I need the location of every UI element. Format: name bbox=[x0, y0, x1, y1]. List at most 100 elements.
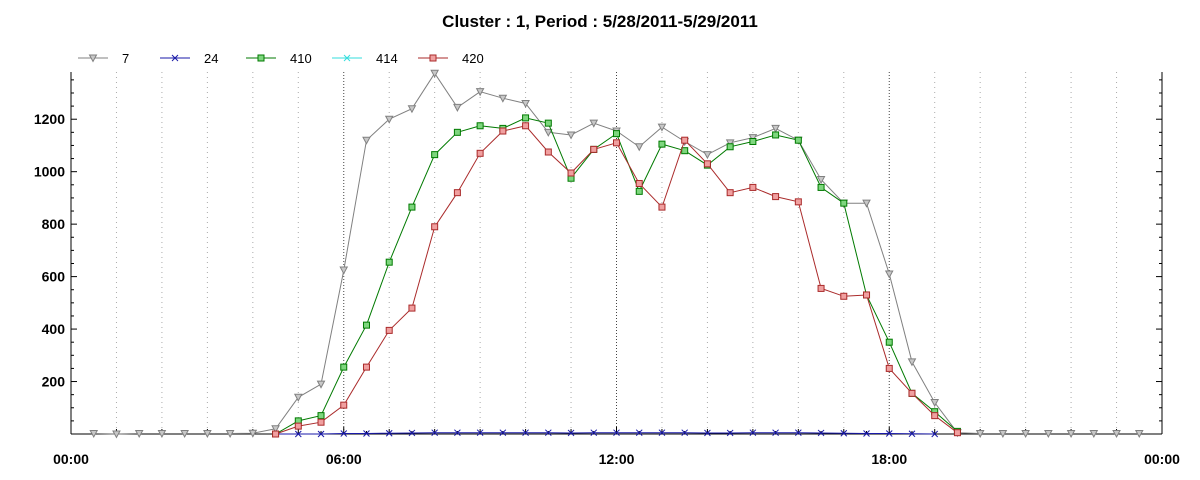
data-point bbox=[589, 119, 599, 128]
data-point bbox=[1134, 429, 1144, 439]
tick-labels: 200 400 600 800 1000 1200 00:00 06:00 12:00 18:00… bbox=[34, 111, 1180, 467]
data-point bbox=[317, 430, 325, 438]
data-point bbox=[634, 143, 644, 152]
data-point bbox=[681, 136, 689, 144]
legend-label: 24 bbox=[204, 51, 218, 66]
data-point bbox=[885, 430, 893, 437]
data-point bbox=[726, 143, 734, 151]
data-point bbox=[748, 134, 758, 143]
data-point bbox=[1066, 429, 1076, 439]
data-point-stroke bbox=[294, 430, 302, 438]
data-point bbox=[840, 292, 848, 300]
data-point bbox=[498, 94, 508, 103]
data-point bbox=[681, 147, 689, 155]
data-point bbox=[566, 131, 576, 140]
data-point-stroke bbox=[817, 429, 825, 437]
series-420 bbox=[272, 122, 961, 438]
data-point bbox=[522, 114, 530, 122]
data-point bbox=[544, 148, 552, 156]
data-point-stroke bbox=[931, 430, 939, 438]
data-point bbox=[590, 429, 598, 437]
data-point bbox=[343, 54, 351, 62]
data-point-stroke bbox=[681, 429, 689, 437]
data-point-stroke bbox=[590, 429, 598, 437]
data-point bbox=[613, 130, 620, 138]
data-point bbox=[89, 429, 99, 439]
data-point-stroke bbox=[408, 429, 416, 437]
x-tick-label: 18:00 bbox=[871, 451, 907, 467]
series-24 bbox=[272, 429, 939, 438]
data-point bbox=[567, 429, 575, 437]
data-point bbox=[726, 429, 734, 437]
data-point bbox=[749, 429, 757, 437]
data-point bbox=[613, 139, 620, 147]
data-point bbox=[521, 99, 530, 109]
data-point bbox=[840, 199, 848, 207]
data-point bbox=[658, 429, 666, 437]
data-point bbox=[431, 429, 439, 437]
legend-label: 414 bbox=[376, 51, 398, 66]
data-point bbox=[272, 430, 280, 438]
y-tick-label: 200 bbox=[42, 374, 66, 390]
data-point-stroke bbox=[476, 429, 484, 437]
data-point-stroke bbox=[567, 429, 575, 437]
data-point bbox=[771, 124, 780, 133]
legend-item-24: 24 bbox=[160, 51, 218, 66]
data-point bbox=[635, 429, 643, 437]
data-point-stroke bbox=[840, 429, 848, 437]
x-tick-label: 00:00 bbox=[1144, 451, 1180, 467]
data-point bbox=[703, 151, 712, 160]
legend-item-7: 7 bbox=[78, 51, 129, 66]
data-point bbox=[862, 199, 871, 208]
data-point bbox=[475, 88, 485, 97]
data-point bbox=[157, 429, 167, 439]
series-line-7 bbox=[93, 72, 1140, 435]
data-point bbox=[1021, 429, 1030, 439]
data-point bbox=[408, 203, 416, 211]
data-point bbox=[658, 203, 666, 211]
legend-label: 410 bbox=[290, 51, 312, 66]
data-point bbox=[726, 189, 734, 197]
data-point bbox=[362, 136, 371, 145]
data-point bbox=[772, 131, 780, 139]
data-point bbox=[658, 140, 666, 148]
data-point-stroke bbox=[794, 429, 802, 437]
data-point bbox=[817, 429, 825, 437]
data-point bbox=[112, 430, 121, 439]
series-group bbox=[89, 69, 1144, 439]
x-tick-label: 06:00 bbox=[326, 451, 362, 467]
data-point bbox=[317, 412, 325, 420]
data-point bbox=[317, 418, 325, 426]
data-point-stroke bbox=[885, 430, 893, 437]
data-point-stroke bbox=[613, 429, 620, 437]
data-point bbox=[453, 103, 462, 112]
data-point bbox=[384, 115, 394, 124]
y-tick-label: 1200 bbox=[34, 111, 65, 127]
data-point bbox=[431, 223, 439, 231]
data-point bbox=[294, 430, 302, 438]
data-point bbox=[794, 136, 802, 144]
data-point bbox=[567, 169, 575, 177]
data-point bbox=[171, 54, 179, 62]
data-point bbox=[749, 138, 757, 146]
data-point bbox=[203, 429, 212, 439]
data-point bbox=[794, 198, 802, 206]
data-point bbox=[884, 270, 894, 279]
data-point bbox=[408, 429, 416, 437]
data-point bbox=[385, 326, 393, 334]
data-point bbox=[543, 128, 553, 137]
data-point-stroke bbox=[635, 429, 643, 437]
data-point bbox=[363, 430, 370, 437]
data-point bbox=[293, 393, 303, 402]
data-point bbox=[340, 363, 348, 371]
data-point bbox=[429, 54, 437, 62]
data-point bbox=[362, 363, 370, 371]
data-point bbox=[454, 429, 461, 437]
data-point bbox=[339, 266, 349, 275]
data-point bbox=[316, 380, 326, 389]
data-point bbox=[703, 160, 711, 168]
data-point bbox=[749, 183, 757, 191]
chart-title: Cluster : 1, Period : 5/28/2011-5/29/201… bbox=[442, 12, 758, 31]
data-point-stroke bbox=[908, 430, 916, 438]
x-tick-label: 12:00 bbox=[599, 451, 635, 467]
